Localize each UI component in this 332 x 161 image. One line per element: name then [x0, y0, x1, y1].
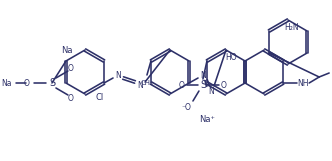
Text: O: O: [68, 63, 74, 72]
Text: Cl: Cl: [95, 93, 103, 101]
Text: O: O: [179, 80, 185, 90]
Text: ⁻O: ⁻O: [181, 103, 191, 112]
Text: HO: HO: [225, 52, 237, 62]
Text: S: S: [49, 78, 55, 88]
Text: N: N: [115, 71, 121, 80]
Text: O: O: [221, 80, 227, 90]
Text: CH₃: CH₃: [140, 80, 153, 86]
Text: Na: Na: [1, 79, 12, 87]
Text: N: N: [208, 86, 214, 95]
Text: N: N: [200, 71, 206, 80]
Text: NH: NH: [297, 79, 309, 87]
Text: Na: Na: [61, 46, 73, 55]
Text: Na⁺: Na⁺: [199, 114, 215, 123]
Text: O: O: [24, 79, 30, 87]
Text: S: S: [200, 80, 206, 90]
Text: H₂N: H₂N: [285, 23, 299, 32]
Text: O: O: [68, 94, 74, 103]
Text: N: N: [137, 80, 143, 90]
